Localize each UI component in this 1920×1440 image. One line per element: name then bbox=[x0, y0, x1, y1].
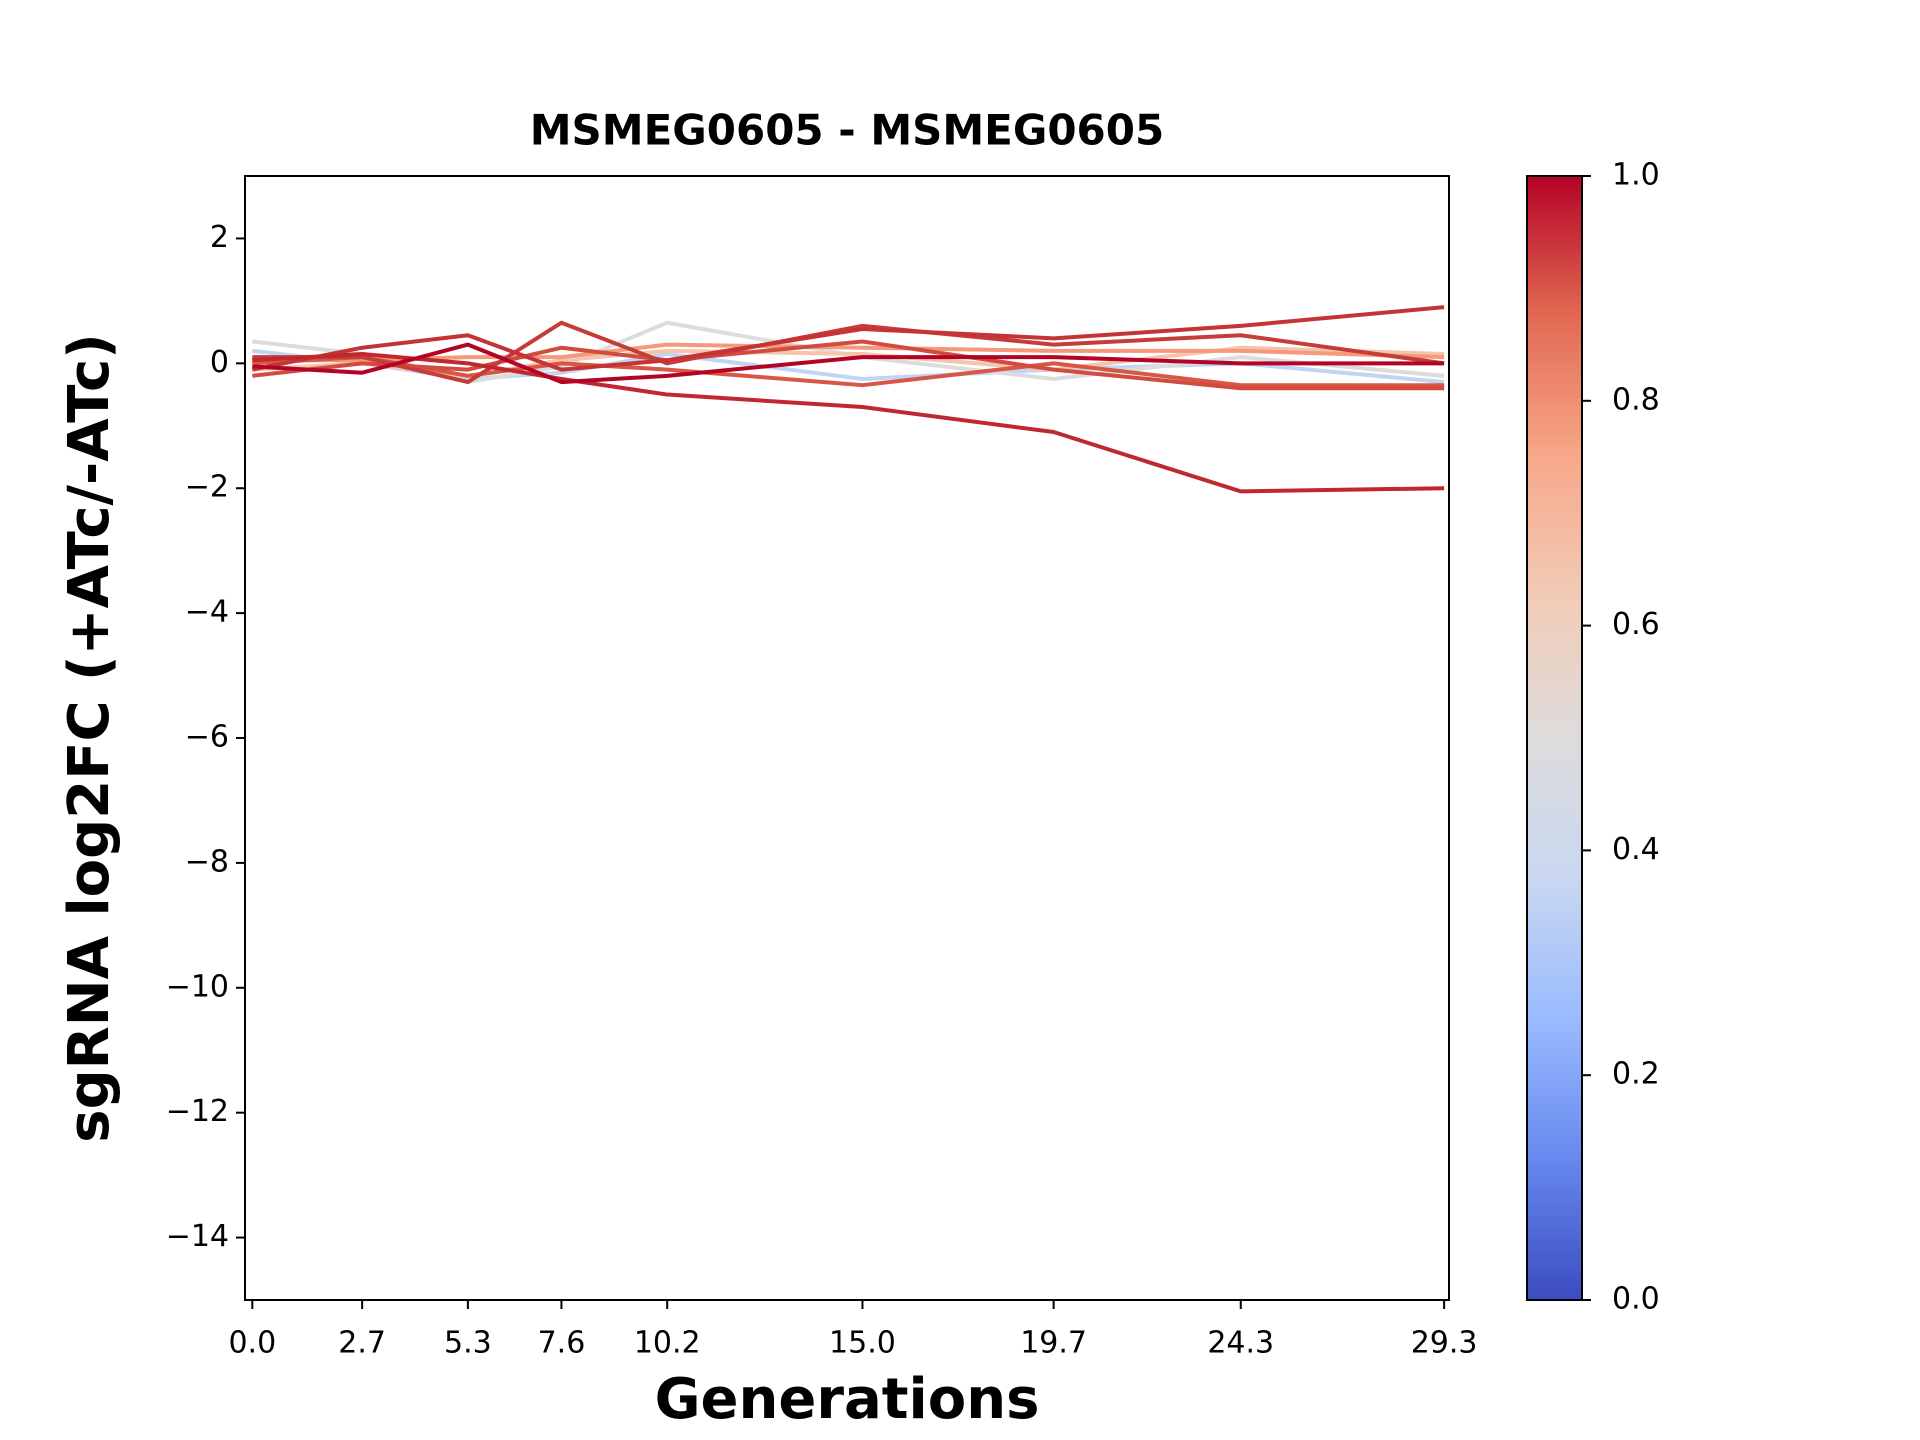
series-line bbox=[252, 345, 1445, 378]
y-tick-label: 0 bbox=[210, 345, 229, 380]
plot-frame bbox=[244, 175, 1450, 1301]
colorbar-tick-label: 0.8 bbox=[1612, 382, 1660, 417]
y-axis-label: sgRNA log2FC (+ATc/-ATc) bbox=[57, 333, 122, 1143]
series-line bbox=[252, 320, 1445, 385]
x-tick-label: 29.3 bbox=[1411, 1326, 1478, 1361]
colorbar-tick-label: 0.0 bbox=[1612, 1282, 1660, 1317]
colorbar-tick-label: 1.0 bbox=[1612, 158, 1660, 193]
series-line bbox=[252, 351, 1445, 494]
colorbar bbox=[1526, 175, 1583, 1301]
y-tick-label: −10 bbox=[166, 969, 229, 1004]
colorbar-tick-label: 0.4 bbox=[1612, 832, 1660, 867]
x-axis-label: Generations bbox=[655, 1367, 1040, 1432]
y-tick-label: −8 bbox=[185, 844, 229, 879]
colorbar-tick-label: 0.2 bbox=[1612, 1057, 1660, 1092]
series-line bbox=[252, 342, 1445, 363]
x-tick-label: 10.2 bbox=[634, 1326, 701, 1361]
x-tick-label: 24.3 bbox=[1207, 1326, 1274, 1361]
series-line bbox=[251, 305, 1445, 372]
y-tick-label: −6 bbox=[185, 720, 229, 755]
chart-title: MSMEG0605 - MSMEG0605 bbox=[530, 106, 1164, 155]
series-line bbox=[252, 342, 1445, 385]
y-tick-label: −12 bbox=[166, 1094, 229, 1129]
y-tick-label: −14 bbox=[166, 1219, 229, 1254]
x-tick-label: 5.3 bbox=[444, 1326, 492, 1361]
x-tick-label: 7.6 bbox=[538, 1326, 586, 1361]
colorbar-tick-label: 0.6 bbox=[1612, 607, 1660, 642]
x-tick-label: 2.7 bbox=[338, 1326, 386, 1361]
y-tick-label: −4 bbox=[185, 595, 229, 630]
x-tick-label: 0.0 bbox=[228, 1326, 276, 1361]
y-tick-label: 2 bbox=[210, 220, 229, 255]
x-tick-label: 15.0 bbox=[829, 1326, 896, 1361]
x-tick-label: 19.7 bbox=[1020, 1326, 1087, 1361]
y-tick-label: −2 bbox=[185, 470, 229, 505]
